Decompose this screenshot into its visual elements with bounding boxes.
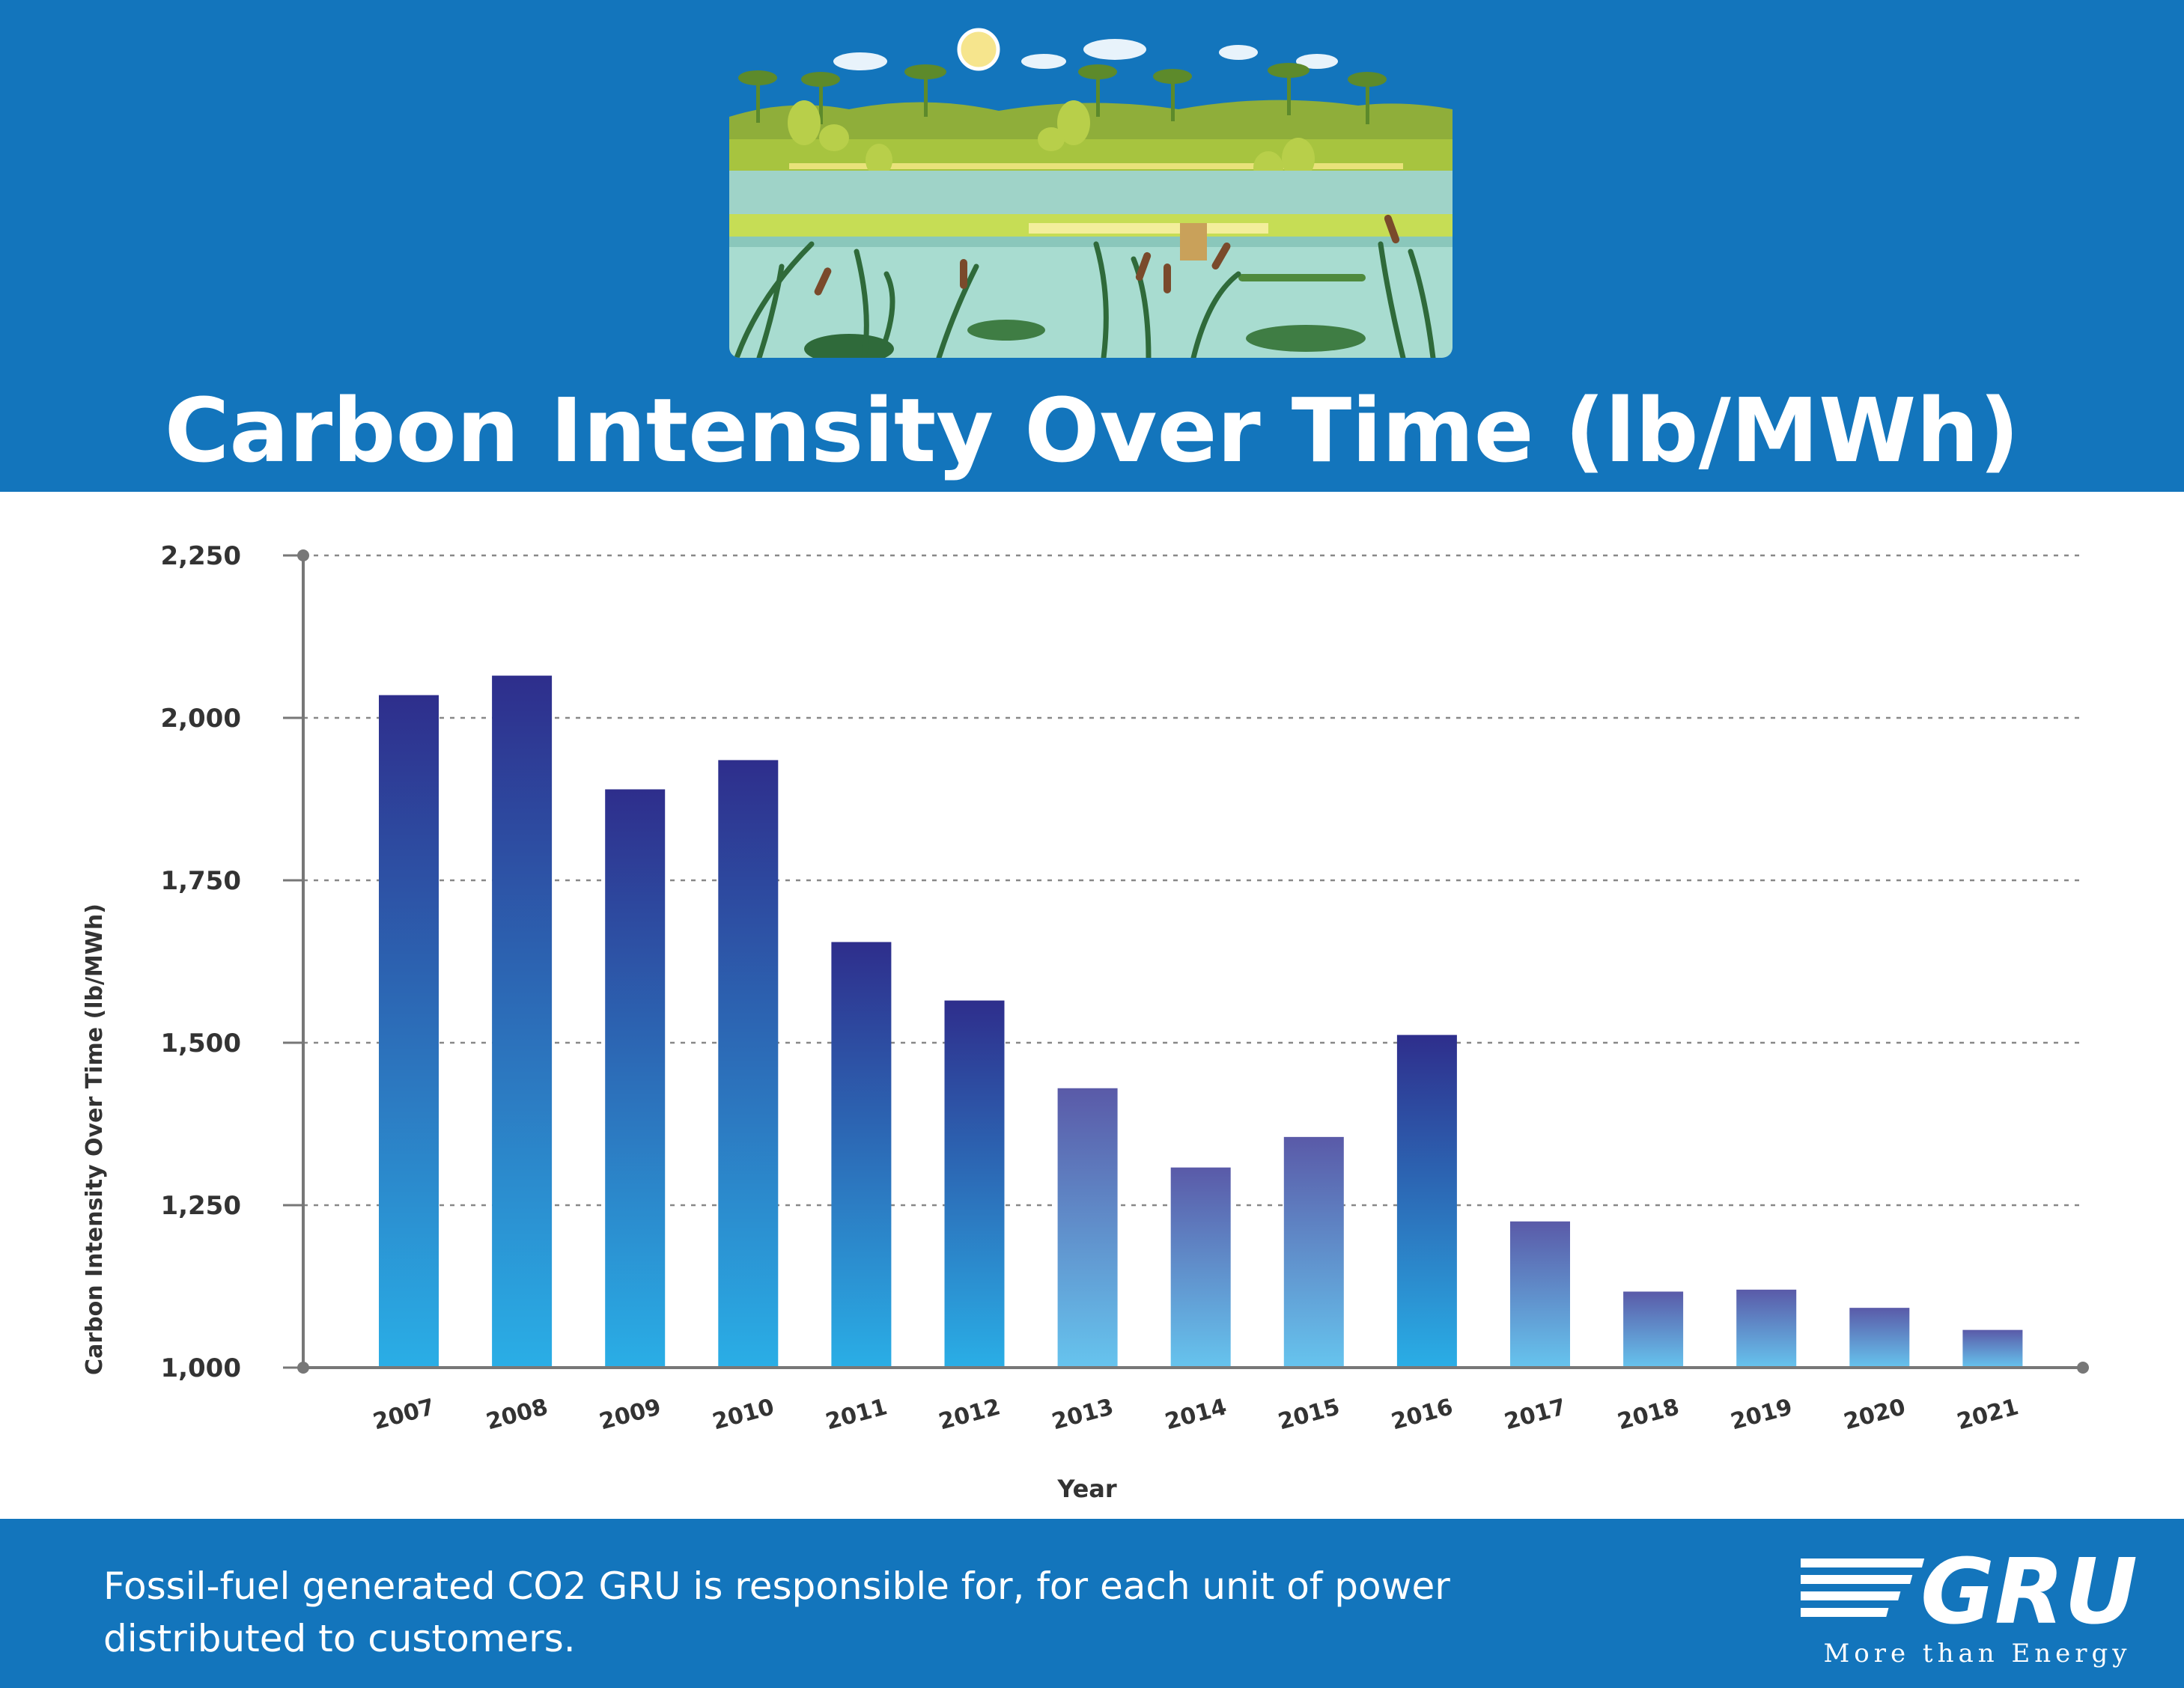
footer-caption: Fossil-fuel generated CO2 GRU is respons… — [103, 1564, 1450, 1660]
y-tick-label: 1,500 — [160, 1029, 241, 1058]
bar-2007 — [379, 695, 439, 1368]
bar-2020 — [1849, 1308, 1910, 1368]
axes — [297, 549, 2089, 1374]
gru-logo-tagline: More than Energy — [1823, 1639, 2132, 1669]
x-tick-label: 2011 — [823, 1394, 890, 1435]
bar-2014 — [1170, 1167, 1231, 1368]
gru-logo-mark: GRU — [1801, 1545, 2138, 1635]
x-tick-labels: 2007 2008 2009 2010 2011 2012 2013 2014 2015 2016… — [371, 1394, 2022, 1435]
x-tick-label: 2016 — [1389, 1394, 1456, 1435]
y-tick-label: 2,000 — [160, 704, 241, 734]
gru-logo[interactable]: GRU More than Energy — [1801, 1545, 2153, 1680]
x-axis-label: Year — [1056, 1475, 1117, 1503]
y-tick-label: 1,250 — [160, 1191, 241, 1221]
bar-2018 — [1623, 1291, 1684, 1368]
footer-banner: Fossil-fuel generated CO2 GRU is respons… — [0, 1519, 2184, 1688]
x-axis-end-dot — [2077, 1362, 2089, 1374]
x-tick-label: 2010 — [710, 1394, 777, 1435]
bar-2015 — [1283, 1136, 1344, 1368]
bar-2008 — [492, 675, 553, 1368]
gru-logo-text: GRU — [1920, 1545, 2138, 1635]
y-tick-label: 2,250 — [160, 541, 241, 571]
bar-2011 — [831, 942, 892, 1368]
y-tick-labels: 1,000 1,250 1,500 1,750 2,000 2,250 — [160, 541, 303, 1383]
bar-2021 — [1962, 1329, 2023, 1368]
page-title: Carbon Intensity Over Time (lb/MWh) — [164, 379, 2020, 482]
x-tick-label: 2015 — [1275, 1394, 1342, 1435]
bar-2009 — [605, 789, 666, 1368]
x-tick-label: 2014 — [1162, 1394, 1229, 1435]
bar-2016 — [1396, 1035, 1457, 1368]
x-tick-label: 2008 — [484, 1394, 551, 1435]
x-tick-label: 2018 — [1615, 1394, 1682, 1435]
bar-2013 — [1057, 1088, 1118, 1368]
swamp-illustration — [729, 28, 1453, 358]
y-tick-label: 1,000 — [160, 1353, 241, 1383]
chart-area: 1,000 1,250 1,500 1,750 2,000 2,250 2007 2008 2… — [0, 492, 2184, 1519]
x-tick-label: 2007 — [371, 1394, 438, 1435]
bar-2019 — [1736, 1289, 1797, 1368]
bar-2010 — [718, 760, 779, 1368]
x-tick-label: 2021 — [1954, 1394, 2022, 1435]
x-tick-label: 2020 — [1841, 1394, 1908, 1435]
x-tick-label: 2009 — [597, 1394, 664, 1435]
y-tick-label: 1,750 — [160, 866, 241, 896]
x-tick-label: 2013 — [1049, 1394, 1116, 1435]
bar-2012 — [944, 1000, 1005, 1368]
header-banner: Carbon Intensity Over Time (lb/MWh) — [0, 0, 2184, 492]
x-tick-label: 2019 — [1728, 1394, 1795, 1435]
y-axis-label: Carbon Intensity Over Time (lb/MWh) — [82, 904, 108, 1375]
gridlines — [303, 554, 2083, 1207]
bar-2017 — [1510, 1221, 1570, 1368]
x-tick-label: 2017 — [1502, 1394, 1569, 1435]
x-tick-label: 2012 — [936, 1394, 1003, 1435]
bars — [379, 675, 2023, 1368]
